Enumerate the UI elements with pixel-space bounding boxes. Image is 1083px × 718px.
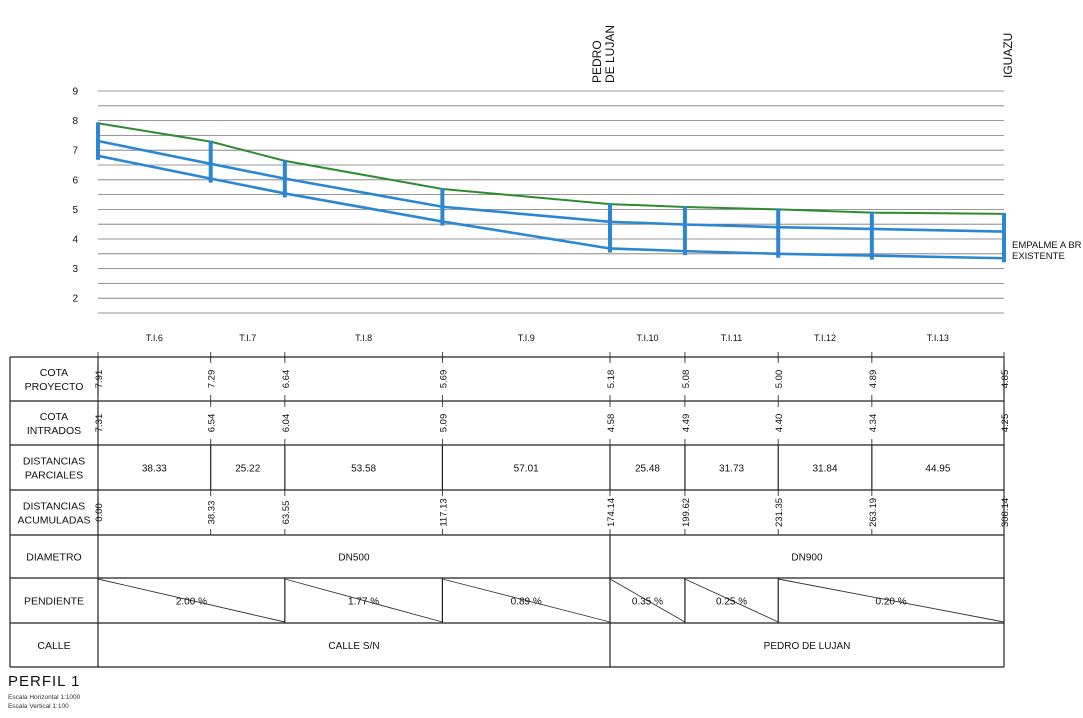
distancias_acumuladas-value: 117.13 (438, 498, 449, 526)
label-iguazu: IGUAZU (1001, 33, 1015, 78)
cota_proyecto-value: 5.18 (606, 370, 617, 389)
pendiente-value: 0.35 % (632, 597, 663, 608)
horizontal-scale-note: Escala Horizontal 1:1000 (8, 694, 81, 701)
slope-diagonal (609, 578, 686, 623)
row-label-distancias_acumuladas: DISTANCIAS (23, 501, 85, 513)
cota_proyecto-value: 4.85 (1000, 370, 1011, 389)
label-pedro-de-lujan: DE LUJAN (603, 25, 617, 83)
distancia-parcial-value: 25.48 (635, 464, 660, 475)
distancias_acumuladas-value: 63.55 (281, 501, 292, 525)
cota_proyecto-value: 5.00 (774, 370, 785, 389)
y-tick-label: 2 (72, 294, 78, 305)
pendiente-value: 0.89 % (511, 597, 542, 608)
distancias_acumuladas-value: 199.62 (681, 498, 692, 527)
cota_intrados-value: 6.54 (207, 414, 218, 433)
label-empalme: EMPALME A BR (1012, 240, 1082, 251)
cota_intrados-value: 6.04 (281, 414, 292, 433)
distancia-parcial-value: 44.95 (925, 464, 950, 475)
row-label-cota_intrados: COTA (40, 411, 68, 423)
row-label-diametro: DIAMETRO (26, 552, 81, 564)
cota_intrados-value: 4.25 (1000, 414, 1011, 433)
pipe-crown-line (97, 139, 1005, 233)
distancias_acumuladas-value: 38.33 (207, 501, 218, 525)
distancia-parcial-value: 53.58 (351, 464, 376, 475)
label-existente: EXISTENTE (1012, 251, 1065, 262)
distancias_acumuladas-value: 308.14 (1000, 498, 1011, 527)
y-tick-label: 7 (72, 146, 78, 157)
distancia-parcial-value: 31.73 (719, 464, 744, 475)
slope-diagonal (97, 578, 285, 623)
slope-diagonal (284, 578, 443, 623)
pendiente-value: 1.77 % (348, 597, 379, 608)
pendiente-value: 2.00 % (176, 597, 207, 608)
profile-title: PERFIL 1 (8, 673, 81, 690)
pendiente-value: 0.25 % (716, 597, 747, 608)
label-pedro-de-lujan: PEDRO (590, 40, 604, 83)
cota_proyecto-value: 4.89 (868, 370, 879, 389)
cota_intrados-value: 7.31 (94, 414, 105, 433)
cota_intrados-value: 4.49 (681, 414, 692, 433)
distancias_acumuladas-value: 174.14 (606, 498, 617, 527)
segment-label: T.I.8 (355, 333, 372, 343)
distancias_acumuladas-value: 0.00 (94, 503, 105, 522)
segment-label: T.I.7 (239, 333, 256, 343)
diametro-value: DN500 (338, 553, 370, 564)
cota_intrados-value: 4.40 (774, 414, 785, 433)
y-tick-label: 9 (72, 87, 78, 98)
cota_intrados-value: 4.58 (606, 414, 617, 433)
segment-label: T.I.12 (814, 333, 836, 343)
y-tick-label: 4 (72, 235, 78, 246)
cota_intrados-value: 4.34 (868, 414, 879, 433)
distancia-parcial-value: 31.84 (813, 464, 838, 475)
segment-label: T.I.13 (927, 333, 949, 343)
segment-label: T.I.6 (146, 333, 163, 343)
distancia-parcial-value: 57.01 (514, 464, 539, 475)
y-tick-label: 3 (72, 264, 78, 275)
cota_intrados-value: 5.09 (438, 414, 449, 433)
row-label-cota_proyecto: COTA (40, 367, 68, 379)
cota_proyecto-value: 5.69 (438, 370, 449, 389)
calle-value: PEDRO DE LUJAN (764, 641, 851, 652)
distancia-parcial-value: 38.33 (142, 464, 167, 475)
distancias_acumuladas-value: 231.35 (774, 498, 785, 527)
calle-value: CALLE S/N (328, 641, 379, 652)
diametro-value: DN900 (791, 553, 823, 564)
cota_proyecto-value: 7.91 (94, 370, 105, 389)
segment-label: T.I.11 (721, 333, 742, 343)
row-label-calle: CALLE (37, 640, 70, 652)
row-label-distancias_acumuladas: ACUMULADAS (18, 515, 91, 527)
cota_proyecto-value: 5.08 (681, 370, 692, 389)
segment-label: T.I.10 (636, 333, 658, 343)
y-tick-label: 5 (72, 205, 78, 216)
row-label-cota_proyecto: PROYECTO (25, 381, 84, 393)
pendiente-value: 0.20 % (876, 597, 907, 608)
row-label-cota_intrados: INTRADOS (27, 425, 81, 437)
pipe-invert-line (97, 154, 1005, 260)
slope-diagonal (778, 578, 1005, 623)
y-tick-label: 8 (72, 116, 78, 127)
row-label-distancias_parciales: DISTANCIAS (23, 456, 85, 468)
segment-label: T.I.9 (518, 333, 535, 343)
row-label-pendiente: PENDIENTE (24, 596, 84, 608)
cota_proyecto-value: 7.29 (207, 370, 218, 389)
distancias_acumuladas-value: 263.19 (868, 498, 879, 527)
row-label-distancias_parciales: PARCIALES (25, 470, 83, 482)
y-tick-label: 6 (72, 175, 78, 186)
slope-diagonal (684, 578, 779, 623)
slope-diagonal (442, 578, 611, 623)
distancia-parcial-value: 25.22 (235, 464, 260, 475)
vertical-scale-note: Escala Vertical 1:100 (8, 703, 69, 710)
cota_proyecto-value: 6.64 (281, 370, 292, 389)
